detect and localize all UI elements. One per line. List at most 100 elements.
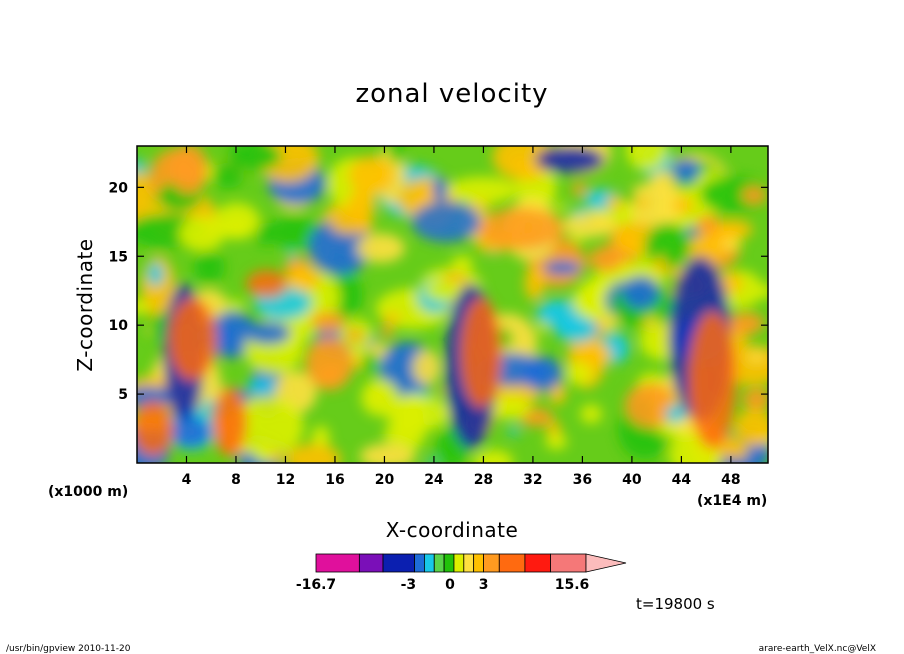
colorbar-labels: -16.7 -3 0 3 15.6 — [296, 577, 589, 593]
field-patch — [624, 382, 677, 428]
field-patch — [140, 281, 152, 290]
field-feature — [535, 146, 605, 174]
field-patch — [137, 299, 150, 315]
field-feature — [688, 311, 737, 450]
field-patch — [758, 442, 768, 460]
colorbar-swatch — [315, 553, 360, 573]
field-patch — [570, 234, 587, 243]
field-patch — [734, 408, 768, 446]
field-patch — [554, 316, 599, 343]
field-patch — [285, 443, 342, 463]
field-patch — [571, 183, 588, 195]
field-patch — [347, 328, 362, 341]
field-patch — [305, 336, 354, 391]
colorbar-swatch — [382, 553, 415, 573]
x-tick-label: 28 — [474, 472, 493, 488]
x-tick-label: 32 — [523, 472, 542, 488]
plot-area — [137, 146, 768, 463]
field-patch — [382, 323, 393, 339]
chart-title: zonal velocity — [355, 79, 548, 109]
field-patch — [361, 352, 380, 375]
field-patch — [524, 265, 545, 301]
field-patch — [330, 215, 374, 235]
field-patch — [579, 342, 612, 368]
field-patch — [507, 427, 521, 436]
colorbar-label: 15.6 — [555, 577, 590, 593]
field-patch — [169, 146, 208, 195]
field-patch — [212, 162, 244, 189]
field-patch — [561, 212, 616, 238]
y-tick-label: 5 — [118, 387, 128, 403]
x-tick-label: 48 — [721, 472, 740, 488]
field-patch — [179, 216, 226, 252]
field-feature — [411, 201, 481, 243]
field-patch — [566, 361, 593, 385]
field-patch — [247, 378, 277, 395]
field-feature — [460, 297, 502, 408]
field-patch — [545, 433, 568, 450]
field-patch — [213, 202, 260, 240]
field-patch — [654, 255, 666, 274]
field-feature — [168, 297, 217, 381]
field-patch — [359, 443, 416, 463]
field-patch — [588, 246, 623, 272]
colorbar-label: 0 — [445, 577, 455, 593]
field-patch — [447, 176, 518, 204]
field-patch — [473, 449, 514, 463]
colorbar-arrow — [585, 553, 627, 573]
y-axis-label: Z-coordinate — [73, 238, 97, 371]
field-patch — [286, 251, 298, 259]
field-patch — [286, 265, 322, 292]
field-patch — [543, 300, 561, 316]
x-tick-label: 8 — [231, 472, 241, 488]
colorbar-swatch — [453, 553, 465, 573]
colorbar-swatch — [358, 553, 384, 573]
field-feature — [137, 400, 174, 457]
colorbar-label: 3 — [479, 577, 489, 593]
colorbar — [315, 553, 627, 573]
field-patch — [146, 261, 165, 287]
field-patch — [385, 394, 451, 431]
colorbar-swatch — [433, 553, 445, 573]
field-patch — [436, 387, 445, 395]
x-tick-label: 24 — [424, 472, 444, 488]
field-patch — [492, 394, 531, 420]
field-patch — [270, 451, 284, 463]
colorbar-swatch — [414, 553, 425, 573]
y-axis: 5 10 15 20 — [109, 180, 768, 403]
y-tick-label: 15 — [109, 249, 128, 265]
field-patch — [311, 425, 330, 451]
field-patch — [193, 251, 225, 284]
x-axis: 4 8 12 16 20 24 28 32 36 40 44 48 — [182, 146, 741, 488]
x-tick-label: 16 — [325, 472, 344, 488]
field-patch — [757, 284, 768, 299]
colorbar-swatch — [483, 553, 500, 573]
field-feature — [246, 270, 288, 298]
field-patch — [412, 349, 441, 385]
field-patch — [331, 271, 363, 318]
field-patch — [623, 189, 636, 204]
time-label: t=19800 s — [636, 595, 715, 613]
field-patch — [635, 215, 645, 223]
field-feature — [477, 208, 564, 250]
y-tick-label: 10 — [109, 318, 129, 334]
x-axis-label: X-coordinate — [386, 518, 519, 542]
field-patch — [543, 260, 581, 276]
field-patch — [137, 386, 174, 408]
colorbar-swatch — [423, 553, 435, 573]
field-patch — [640, 321, 654, 328]
x-tick-label: 12 — [276, 472, 295, 488]
field-patch — [626, 146, 668, 171]
x-tick-label: 20 — [375, 472, 395, 488]
field-patch — [356, 233, 405, 263]
field-patch — [350, 358, 363, 368]
field-patch — [432, 176, 448, 202]
field-patch — [451, 255, 474, 272]
x-tick-label: 36 — [573, 472, 592, 488]
footer-right: arare-earth_VelX.nc@VelX — [759, 644, 876, 654]
field-patch — [347, 189, 376, 223]
footer-left: /usr/bin/gpview 2010-11-20 — [6, 644, 131, 654]
field-patch — [665, 405, 686, 423]
field-patch — [269, 215, 318, 249]
